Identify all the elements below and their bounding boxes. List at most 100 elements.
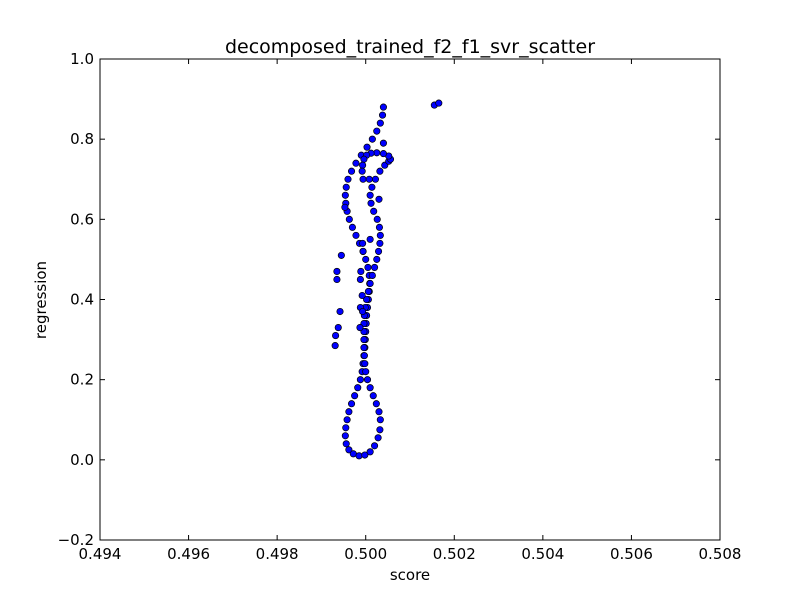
- x-tick-label-1: 0.496: [167, 545, 210, 563]
- data-point-38: [345, 408, 353, 416]
- data-point-105: [334, 324, 342, 332]
- data-point-71: [373, 255, 381, 263]
- y-tick-label-1: 0.0: [70, 451, 94, 469]
- data-point-98: [356, 275, 364, 284]
- data-point-60: [360, 344, 368, 352]
- data-point-94: [359, 175, 367, 183]
- data-point-51: [376, 416, 384, 424]
- data-point-2: [376, 119, 384, 127]
- data-point-57: [362, 368, 370, 376]
- data-point-104: [331, 342, 339, 350]
- data-point-48: [371, 442, 379, 450]
- data-point-93: [358, 167, 366, 175]
- x-axis-ticks: 0.494 0.496 0.498 0.500 0.502 0.504 0.506 0.508: [79, 59, 742, 563]
- data-point-92: [359, 161, 367, 169]
- data-point-74: [376, 231, 384, 239]
- data-point-102: [359, 307, 367, 316]
- data-point-8: [347, 167, 356, 175]
- data-point-7: [352, 159, 360, 167]
- x-tick-label-2: 0.498: [256, 545, 299, 563]
- x-tick-label-0: 0.494: [79, 545, 122, 563]
- data-point-50: [376, 426, 384, 434]
- data-point-67: [364, 287, 372, 296]
- data-point-9: [344, 175, 352, 183]
- data-point-34: [356, 376, 364, 384]
- data-point-69: [368, 271, 376, 280]
- points-layer: [331, 99, 443, 460]
- data-point-37: [347, 400, 356, 408]
- data-point-116: [435, 99, 443, 107]
- data-point-108: [333, 275, 341, 284]
- data-point-66: [363, 295, 371, 304]
- data-point-20: [364, 263, 372, 271]
- chart-title: decomposed_trained_f2_f1_svr_scatter: [225, 36, 595, 58]
- data-point-70: [371, 263, 379, 271]
- data-point-55: [366, 384, 374, 392]
- data-point-10: [342, 183, 350, 191]
- data-point-49: [374, 434, 382, 442]
- data-point-68: [366, 279, 374, 288]
- data-point-82: [376, 167, 384, 175]
- data-point-112: [375, 195, 383, 203]
- data-point-77: [370, 207, 378, 215]
- data-point-101: [356, 324, 364, 332]
- data-point-75: [375, 223, 383, 231]
- data-point-114: [365, 175, 373, 183]
- data-point-91: [360, 155, 368, 163]
- data-point-11: [341, 191, 349, 199]
- data-point-4: [368, 135, 376, 143]
- data-point-46: [361, 451, 369, 459]
- data-point-76: [373, 215, 381, 223]
- data-point-61: [360, 336, 368, 344]
- data-point-36: [351, 392, 359, 400]
- data-point-59: [360, 352, 368, 360]
- data-point-54: [369, 392, 377, 400]
- x-tick-label-7: 0.508: [699, 545, 742, 563]
- data-point-43: [345, 446, 353, 454]
- data-point-16: [352, 231, 360, 239]
- data-point-45: [355, 452, 363, 460]
- data-point-53: [372, 400, 380, 408]
- y-tick-label-3: 0.4: [70, 291, 94, 309]
- data-point-15: [348, 223, 356, 231]
- y-axis-label: regression: [32, 261, 50, 339]
- data-point-73: [376, 239, 384, 247]
- data-point-19: [362, 255, 370, 263]
- x-tick-label-3: 0.500: [344, 545, 387, 563]
- data-point-5: [363, 143, 371, 151]
- x-tick-label-6: 0.506: [610, 545, 653, 563]
- y-axis-ticks: −0.2 0.0 0.2 0.4 0.6 0.8 1.0: [58, 50, 720, 549]
- data-point-41: [341, 432, 349, 440]
- y-tick-label-6: 1.0: [70, 50, 94, 68]
- data-point-80: [368, 183, 376, 191]
- data-point-106: [336, 307, 344, 316]
- data-point-3: [373, 127, 381, 135]
- data-point-56: [363, 376, 372, 384]
- y-tick-label-0: −0.2: [58, 531, 94, 549]
- x-tick-label-5: 0.504: [521, 545, 564, 563]
- data-point-40: [342, 424, 350, 432]
- data-point-111: [366, 235, 374, 243]
- data-point-110: [341, 203, 349, 211]
- data-point-103: [332, 332, 340, 340]
- data-point-99: [358, 291, 366, 300]
- data-point-87: [379, 150, 387, 158]
- data-point-47: [366, 448, 374, 456]
- data-point-79: [366, 191, 374, 199]
- y-tick-label-4: 0.6: [70, 210, 94, 228]
- y-tick-label-2: 0.2: [70, 371, 94, 389]
- data-point-96: [359, 247, 367, 255]
- data-point-81: [371, 175, 380, 183]
- data-point-72: [375, 247, 383, 255]
- data-point-0: [379, 103, 387, 111]
- data-point-42: [342, 440, 350, 448]
- x-axis-label: score: [390, 566, 430, 584]
- data-point-109: [337, 251, 345, 259]
- data-point-107: [333, 267, 341, 275]
- data-point-78: [367, 199, 375, 207]
- data-point-14: [345, 215, 353, 223]
- data-point-97: [357, 267, 365, 275]
- x-tick-label-4: 0.502: [433, 545, 476, 563]
